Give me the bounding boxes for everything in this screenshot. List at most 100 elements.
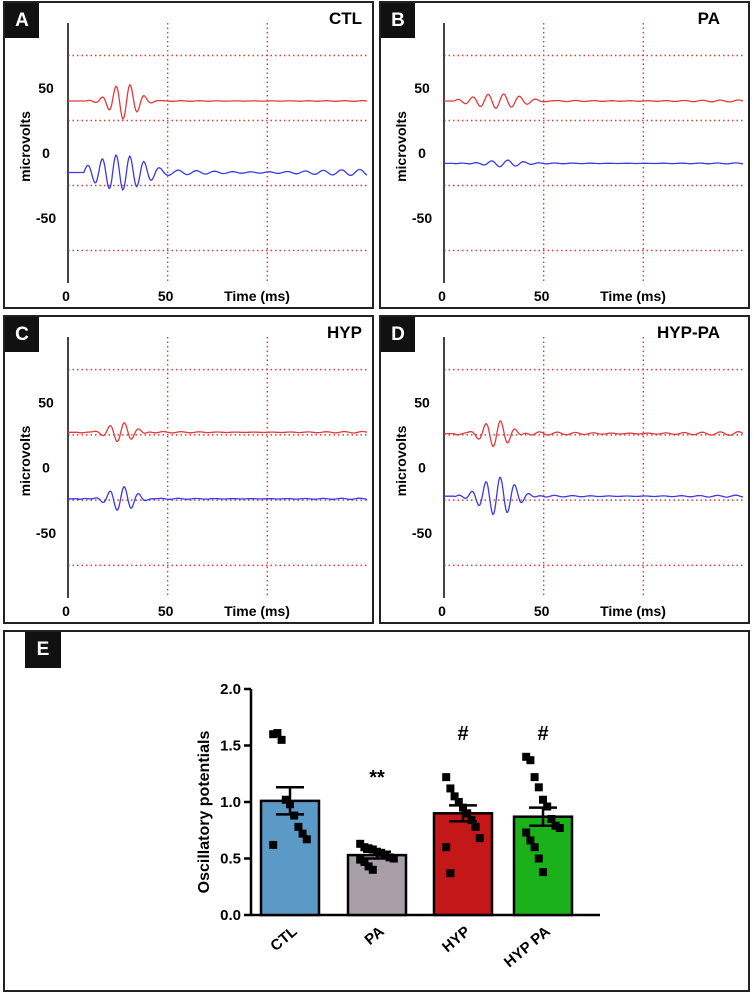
y-tick-label: 0 [418, 460, 426, 476]
data-point [298, 829, 307, 838]
trace-line [444, 93, 744, 109]
data-point [360, 843, 369, 852]
data-point [364, 844, 373, 853]
category-label: PA [362, 923, 388, 949]
condition-label: CTL [328, 9, 362, 28]
trace-line [68, 83, 368, 120]
waveform-plot: 50 0 -50 0 50 Time (ms) microvolts [17, 23, 368, 304]
y-tick-label: -50 [36, 210, 56, 226]
x-tick-label: 50 [534, 603, 550, 619]
data-point [277, 735, 286, 744]
condition-label: HYP [327, 323, 362, 342]
condition-label: PA [697, 9, 720, 28]
trace-line [444, 420, 744, 447]
x-tick-label: 0 [62, 603, 70, 619]
data-point [454, 798, 463, 806]
data-point [539, 868, 547, 877]
data-point [442, 773, 451, 782]
waveform-plot: 50 0 -50 0 50 Time (ms) microvolts [393, 337, 744, 619]
data-point [467, 816, 476, 825]
data-point [471, 822, 480, 831]
data-point [551, 821, 560, 830]
trace-line [444, 476, 744, 516]
y-tick-label: 1.5 [220, 738, 241, 755]
data-point [534, 854, 543, 863]
trace-line [444, 159, 744, 168]
panel-label: A [5, 3, 39, 38]
data-point [385, 853, 394, 862]
y-tick-label: -50 [412, 525, 432, 541]
panel-label: C [5, 317, 39, 352]
y-axis-label: Oscillatory potentials [196, 731, 213, 894]
data-point [463, 809, 472, 818]
data-point [356, 855, 365, 864]
data-point [459, 803, 467, 812]
trace-line [68, 422, 368, 443]
panel-label: E [25, 632, 61, 668]
panel-d: D HYP-PA 50 0 -50 0 50 Time (ms) microvolts [379, 315, 750, 624]
data-point [446, 784, 455, 793]
data-point [446, 869, 455, 878]
data-point [377, 848, 386, 857]
data-point [368, 865, 377, 874]
y-tick-label: -50 [36, 525, 56, 541]
data-point [368, 845, 377, 854]
data-point [530, 773, 539, 782]
y-tick-label: 1.0 [220, 794, 241, 811]
x-axis-label: Time (ms) [224, 288, 290, 304]
data-point [364, 862, 373, 871]
data-point [281, 795, 290, 804]
panel-label: B [381, 3, 415, 38]
data-point [539, 795, 547, 804]
data-point [286, 800, 294, 809]
data-point [273, 729, 282, 738]
significance-annotation: ** [369, 767, 385, 789]
data-point [526, 756, 535, 765]
y-axis-label: microvolts [17, 111, 33, 182]
condition-label: HYP-PA [657, 323, 720, 342]
panel-c: C HYP 50 0 -50 0 50 Time (ms) microvolts [3, 315, 374, 624]
data-point [373, 847, 381, 856]
y-tick-label: 2.0 [220, 681, 241, 698]
trace-line [68, 486, 368, 511]
x-tick-label: 50 [534, 288, 550, 304]
significance-annotation: # [457, 723, 468, 745]
significance-annotation: # [537, 723, 548, 745]
y-tick-label: 0 [42, 145, 50, 161]
x-tick-label: 0 [438, 603, 446, 619]
x-axis-label: Time (ms) [224, 603, 290, 619]
data-point [522, 752, 531, 761]
x-tick-label: 50 [158, 603, 174, 619]
x-tick-label: 50 [158, 288, 174, 304]
category-label: CTL [267, 923, 300, 955]
y-tick-label: 50 [414, 80, 430, 96]
data-point [269, 840, 278, 849]
data-point [555, 823, 564, 832]
category-label: HYP [439, 923, 474, 956]
data-point [543, 802, 552, 811]
y-tick-label: 0.5 [220, 851, 241, 868]
y-tick-label: 50 [38, 394, 54, 410]
waveform-plot: 50 0 -50 0 50 Time (ms) microvolts [17, 337, 368, 619]
data-point [475, 834, 484, 843]
x-axis-label: Time (ms) [600, 603, 666, 619]
data-point [294, 822, 303, 831]
x-tick-label: 0 [438, 288, 446, 304]
data-point [381, 851, 390, 860]
panel-label: D [381, 317, 415, 352]
bar-chart: 0.0 0.5 1.0 1.5 2.0 Oscillatory potentials CTL… [196, 681, 600, 971]
panel-a: A CTL 50 0 -50 0 50 Time (ms) microvolts [3, 1, 374, 309]
y-tick-label: 0 [42, 460, 50, 476]
data-point [534, 783, 543, 792]
data-point [530, 843, 539, 852]
data-point [442, 843, 451, 852]
data-point [526, 836, 535, 845]
data-point [389, 854, 398, 863]
category-label: HYP PA [501, 923, 554, 971]
bar-ctl [259, 799, 321, 917]
y-tick-label: 50 [414, 394, 430, 410]
data-point [290, 811, 299, 820]
data-point [450, 792, 459, 801]
y-axis-label: microvolts [393, 111, 409, 182]
data-point [547, 814, 556, 823]
